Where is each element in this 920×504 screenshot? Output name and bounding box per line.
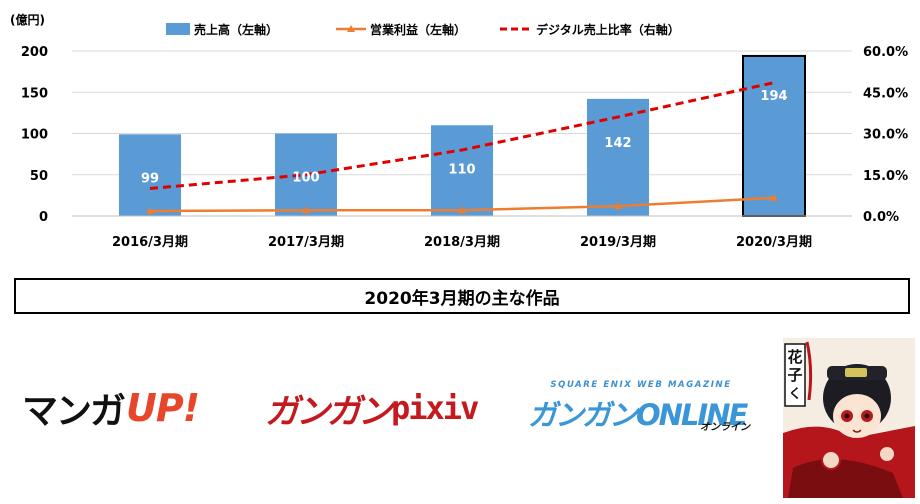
x-tick-label: 2020/3月期	[736, 235, 812, 250]
svg-text:子: 子	[787, 366, 802, 384]
y-left-tick-label: 150	[21, 86, 48, 101]
x-tick-label: 2018/3月期	[424, 235, 500, 250]
y-right-tick-label: 60.0%	[863, 45, 908, 60]
y-left-unit-label: (億円)	[10, 12, 45, 27]
y-right-tick-label: 30.0%	[863, 128, 908, 143]
gangan-pixiv-logo: ガンガン pixiv	[265, 380, 479, 436]
gangan-online-logo-sub: オンライン	[700, 422, 750, 433]
svg-text:く: く	[788, 387, 801, 402]
operating-profit-point	[302, 206, 310, 214]
y-left-tick-label: 200	[21, 45, 48, 60]
x-tick-label: 2019/3月期	[580, 235, 656, 250]
y-left-tick-label: 50	[30, 169, 48, 184]
y-left-tick-label: 0	[39, 210, 48, 225]
y-right-tick-label: 0.0%	[863, 210, 899, 225]
gangan-online-logo-main: ガンガンONLINE	[528, 398, 748, 432]
gangan-pixiv-logo-en: pixiv	[391, 389, 479, 427]
operating-profit-point	[614, 202, 622, 210]
sales-chart: 0 50 100 150 200 0.0% 15.0% 30.0% 45.0% 60.0% (億円)…	[10, 12, 908, 250]
y-right-tick-label: 15.0%	[863, 169, 908, 184]
operating-profit-point	[458, 206, 466, 214]
manga-up-logo-en: UP!	[126, 386, 200, 430]
revenue-bar	[119, 134, 181, 216]
svg-text:花: 花	[787, 348, 802, 366]
revenue-data-label: 99	[141, 171, 159, 186]
y-right-tick-label: 45.0%	[863, 86, 908, 101]
x-tick-label: 2016/3月期	[112, 235, 188, 250]
legend-label-digital: デジタル売上比率（右軸）	[536, 22, 680, 37]
cover-illustration: 花 子 く	[783, 338, 915, 498]
gangan-pixiv-logo-jp: ガンガン	[265, 391, 392, 432]
hanako-kun-cover-image: 花 子 く	[783, 338, 915, 498]
legend-swatch-revenue	[166, 23, 190, 35]
revenue-data-label: 110	[448, 162, 475, 177]
legend-label-profit: 営業利益（左軸）	[370, 22, 466, 37]
revenue-bar	[431, 125, 493, 216]
digital-ratio-line	[149, 81, 775, 190]
y-left-tick-label: 100	[21, 128, 48, 143]
manga-up-logo-jp: マンガ	[22, 391, 126, 432]
operating-profit-point	[770, 193, 778, 201]
manga-up-logo: マンガ UP!	[22, 378, 200, 438]
banner-title: 2020年3月期の主な作品	[364, 288, 560, 309]
revenue-data-label: 100	[292, 171, 319, 186]
x-tick-label: 2017/3月期	[268, 235, 344, 250]
legend-label-revenue: 売上高（左軸）	[194, 22, 278, 37]
gangan-online-logo: SQUARE ENIX WEB MAGAZINE ガンガンONLINE オンライ…	[528, 380, 754, 440]
operating-profit-point	[146, 207, 154, 215]
legend-marker-profit	[347, 25, 355, 32]
works-banner: 2020年3月期の主な作品	[14, 278, 910, 314]
gangan-online-logo-tagline: SQUARE ENIX WEB MAGAZINE	[550, 380, 732, 390]
revenue-data-label: 142	[604, 136, 631, 151]
revenue-bar	[742, 54, 806, 218]
revenue-data-label: 194	[760, 89, 787, 104]
